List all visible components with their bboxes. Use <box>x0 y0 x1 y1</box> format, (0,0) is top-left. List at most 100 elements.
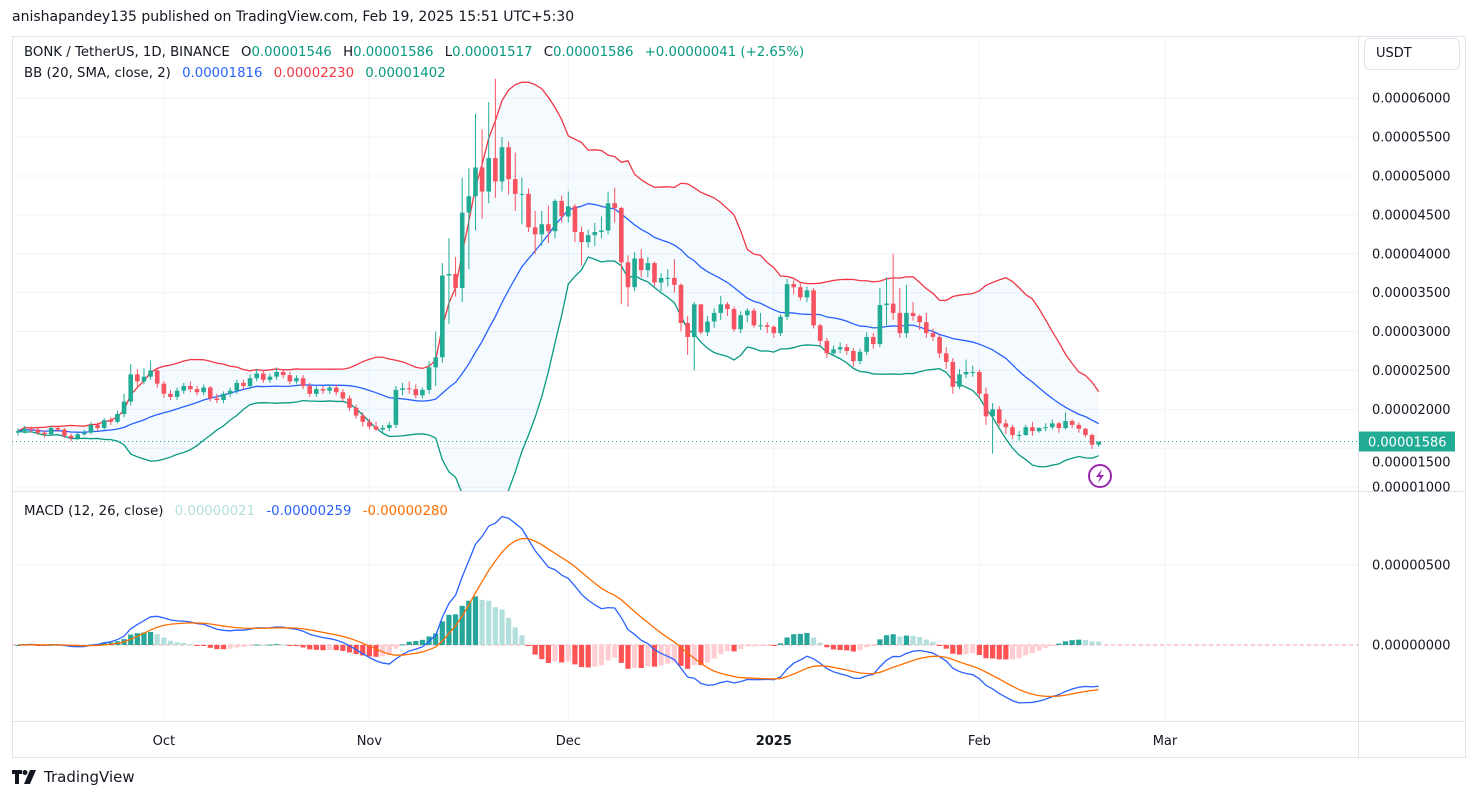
candle[interactable] <box>234 379 240 394</box>
candle[interactable] <box>977 369 982 399</box>
candle[interactable] <box>373 421 379 432</box>
candle[interactable] <box>791 280 797 295</box>
candle[interactable] <box>413 384 419 399</box>
candle[interactable] <box>1036 427 1042 433</box>
candle[interactable] <box>559 195 564 223</box>
candle[interactable] <box>221 391 226 404</box>
candle[interactable] <box>625 255 631 307</box>
candle[interactable] <box>360 412 366 427</box>
candle[interactable] <box>811 288 816 329</box>
candle[interactable] <box>121 393 127 418</box>
candle[interactable] <box>446 238 452 324</box>
candle[interactable] <box>433 331 438 386</box>
candle[interactable] <box>201 384 206 396</box>
candle[interactable] <box>1016 431 1022 441</box>
candle[interactable] <box>678 283 684 332</box>
candle[interactable] <box>864 332 869 355</box>
candle[interactable] <box>857 348 863 365</box>
candle[interactable] <box>711 308 717 328</box>
candle[interactable] <box>380 424 385 433</box>
candle[interactable] <box>705 316 710 337</box>
macd-legend[interactable]: MACD (12, 26, close) 0.00000021 -0.00000… <box>24 504 448 519</box>
candle[interactable] <box>287 372 293 385</box>
candle[interactable] <box>1069 419 1075 428</box>
candle[interactable] <box>1049 419 1055 430</box>
candle[interactable] <box>512 152 518 211</box>
candle[interactable] <box>930 328 936 341</box>
candle[interactable] <box>565 191 571 223</box>
candle[interactable] <box>592 222 598 246</box>
candle[interactable] <box>585 229 591 248</box>
candle[interactable] <box>572 204 578 243</box>
candle[interactable] <box>599 216 604 239</box>
candle[interactable] <box>82 429 87 436</box>
candle[interactable] <box>1096 441 1101 447</box>
candle[interactable] <box>261 370 266 383</box>
candle[interactable] <box>314 386 319 397</box>
candle[interactable] <box>725 302 730 316</box>
candle[interactable] <box>280 368 286 379</box>
candle[interactable] <box>738 311 743 334</box>
candle[interactable] <box>227 387 233 397</box>
candle[interactable] <box>247 374 253 390</box>
candle[interactable] <box>532 211 538 254</box>
candle[interactable] <box>904 284 909 338</box>
candle[interactable] <box>685 316 690 355</box>
bb-legend[interactable]: BB (20, SMA, close, 2) 0.00001816 0.0000… <box>24 66 446 81</box>
candle[interactable] <box>1003 419 1009 435</box>
candle[interactable] <box>473 113 478 231</box>
bb-title[interactable]: BB (20, SMA, close, 2) <box>24 66 171 81</box>
candle[interactable] <box>844 344 850 355</box>
candle[interactable] <box>440 263 445 363</box>
candle[interactable] <box>168 389 173 400</box>
candle[interactable] <box>28 426 34 433</box>
candle[interactable] <box>764 322 770 334</box>
candle[interactable] <box>1063 412 1068 430</box>
candle[interactable] <box>718 295 724 320</box>
candle[interactable] <box>347 395 352 411</box>
candle[interactable] <box>75 431 80 440</box>
candle[interactable] <box>539 211 545 246</box>
candle[interactable] <box>1056 421 1062 433</box>
candle[interactable] <box>307 382 313 397</box>
candle[interactable] <box>453 256 458 297</box>
candle[interactable] <box>194 386 200 396</box>
candle[interactable] <box>108 417 114 425</box>
candle[interactable] <box>546 205 551 243</box>
candle[interactable] <box>55 426 61 432</box>
candle[interactable] <box>526 188 531 232</box>
candle[interactable] <box>294 375 299 384</box>
candle[interactable] <box>996 406 1002 427</box>
candle[interactable] <box>274 367 279 380</box>
candle[interactable] <box>1023 424 1029 436</box>
candle[interactable] <box>420 387 425 399</box>
candle[interactable] <box>831 345 836 355</box>
candle[interactable] <box>519 177 525 225</box>
macd-title[interactable]: MACD (12, 26, close) <box>24 504 164 519</box>
candle[interactable] <box>62 428 67 439</box>
candle[interactable] <box>174 387 180 400</box>
candle[interactable] <box>552 199 558 239</box>
candle[interactable] <box>48 425 54 436</box>
candle[interactable] <box>459 177 465 302</box>
candle[interactable] <box>161 381 167 398</box>
candle[interactable] <box>128 364 134 406</box>
candle[interactable] <box>758 312 763 330</box>
candle[interactable] <box>619 207 624 305</box>
candle[interactable] <box>652 261 657 287</box>
candle[interactable] <box>300 375 306 390</box>
candle[interactable] <box>924 312 929 338</box>
candle[interactable] <box>400 382 405 396</box>
candle[interactable] <box>632 252 637 292</box>
candle[interactable] <box>188 381 193 393</box>
candle[interactable] <box>658 273 664 292</box>
candle[interactable] <box>990 403 995 454</box>
candle[interactable] <box>486 102 492 204</box>
candle[interactable] <box>320 386 326 394</box>
tradingview-brand[interactable]: TradingView <box>12 768 135 786</box>
candle[interactable] <box>101 417 107 430</box>
candle[interactable] <box>784 278 790 320</box>
candle[interactable] <box>1043 423 1048 432</box>
candle[interactable] <box>207 386 213 402</box>
